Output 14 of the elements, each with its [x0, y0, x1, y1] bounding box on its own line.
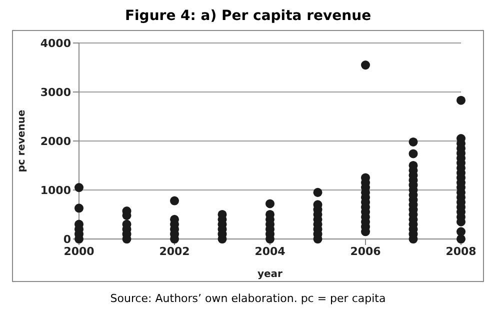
y-tick-label: 3000 [40, 86, 72, 99]
y-axis-title: pc revenue [16, 109, 28, 172]
y-tick-label: 2000 [40, 134, 72, 148]
y-tick-label: 0 [63, 232, 72, 246]
x-axis-title: year [258, 269, 283, 280]
x-tick-label: 2004 [254, 244, 286, 258]
x-tick-label: 2008 [446, 244, 476, 258]
x-tick-label: 2006 [350, 244, 382, 258]
source-note: Source: Authors’ own elaboration. pc = per capita [109, 292, 387, 305]
y-tick-label: 1000 [40, 184, 72, 197]
x-tick-label: 2000 [64, 244, 95, 258]
x-tick-label: 2002 [159, 244, 190, 258]
y-tick-label: 4000 [40, 36, 72, 50]
chart-title: Figure 4: a) Per capita revenue [124, 8, 372, 24]
